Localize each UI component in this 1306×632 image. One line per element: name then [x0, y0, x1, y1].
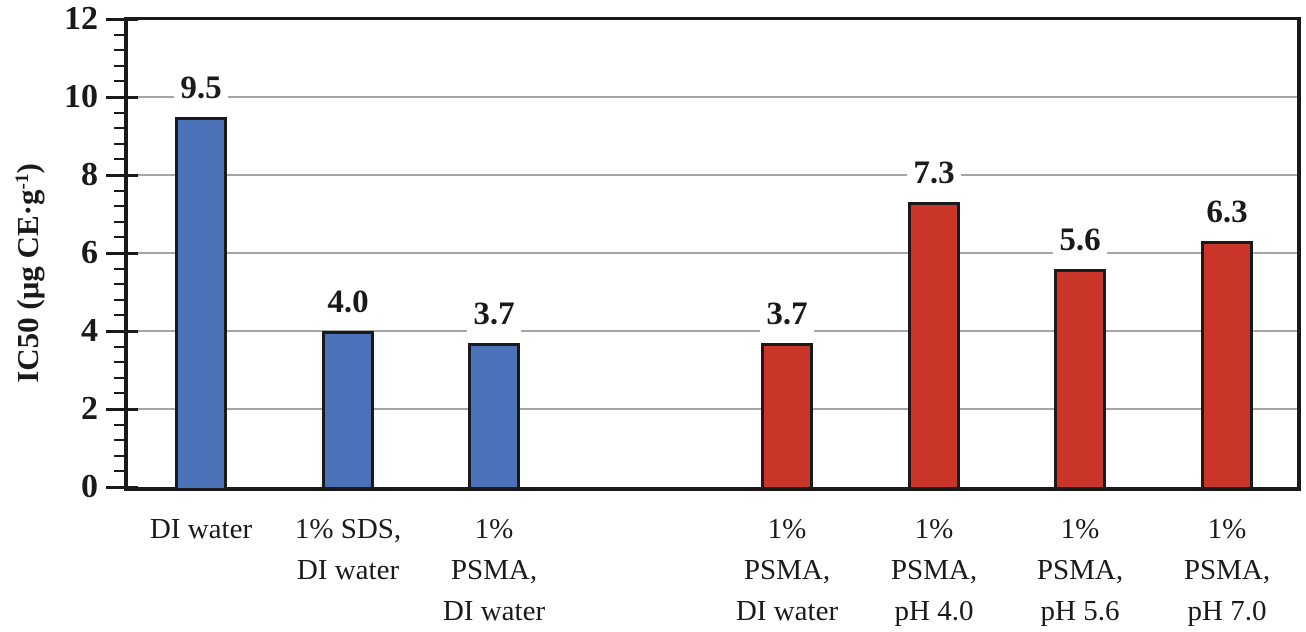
x-axis-line: [124, 487, 1301, 491]
x-category-label-line: PSMA,: [743, 554, 831, 586]
plot-right-border: [1297, 17, 1301, 491]
y-axis-minor-tick: [114, 80, 124, 82]
x-category-label: 1% PSMA, pH 4.0: [861, 509, 1007, 632]
y-axis-title-close-paren: ): [10, 163, 45, 174]
x-category-label-line: 1%: [914, 513, 954, 545]
y-axis-minor-tick: [114, 190, 124, 192]
plot-top-border: [124, 17, 1301, 20]
y-axis-minor-tick: [114, 49, 124, 51]
y-axis-minor-tick: [114, 314, 124, 316]
x-category-label-line: DI water: [735, 595, 839, 627]
y-axis-line: [124, 17, 128, 491]
gridline: [128, 96, 1300, 98]
gridline: [128, 330, 1300, 332]
bar-1-sds-di-water: [322, 331, 374, 490]
y-axis-minor-tick: [114, 377, 124, 379]
x-category-label-line: pH 7.0: [1187, 595, 1267, 627]
y-tick-label: 6: [81, 234, 98, 271]
bar-value-text: 6.3: [1200, 194, 1254, 230]
bar-1-psma-di-water: [468, 343, 520, 490]
y-axis-minor-tick: [114, 299, 124, 301]
y-axis-minor-tick: [114, 361, 124, 363]
y-tick-label: 12: [64, 0, 98, 37]
bar-value-label: 5.6: [1015, 222, 1145, 258]
y-axis-minor-tick: [114, 127, 124, 129]
bar-value-label: 3.7: [722, 296, 852, 332]
y-axis-major-tick: [106, 174, 138, 177]
x-category-label-line: 1%: [474, 513, 514, 545]
gridline: [128, 174, 1300, 176]
y-tick-label: 10: [64, 78, 98, 115]
y-axis-minor-tick: [114, 65, 124, 67]
y-axis-minor-tick: [114, 236, 124, 238]
x-category-label-line: 1%: [1207, 513, 1247, 545]
gridline: [128, 408, 1300, 410]
y-axis-major-tick: [106, 252, 138, 255]
x-category-label-line: PSMA,: [450, 554, 538, 586]
y-tick-label: 8: [81, 156, 98, 193]
x-category-label: 1% PSMA, pH 7.0: [1154, 509, 1300, 632]
x-category-label: 1% PSMA, DI water: [714, 509, 860, 632]
bar-value-text: 7.3: [907, 155, 961, 191]
y-axis-minor-tick: [114, 470, 124, 472]
x-category-label: 1% SDS, DI water: [275, 509, 421, 591]
y-tick-label: 2: [81, 390, 98, 427]
y-tick-label: 4: [81, 312, 98, 349]
x-category-label-line: PSMA,: [1183, 554, 1271, 586]
x-category-label-line: DI water: [296, 554, 400, 586]
y-axis-major-tick: [106, 96, 138, 99]
bar-value-text: 9.5: [174, 70, 228, 106]
y-axis-major-tick: [106, 486, 138, 489]
y-axis-minor-tick: [114, 455, 124, 457]
bar-1-psma-ph-5-6: [1054, 269, 1106, 490]
bar-1-psma-ph-7-0: [1201, 241, 1253, 490]
y-axis-minor-tick: [114, 112, 124, 114]
bar-di-water: [175, 117, 227, 491]
bar-value-text: 3.7: [467, 296, 521, 332]
x-category-label: DI water: [128, 509, 274, 550]
y-axis-minor-tick: [114, 221, 124, 223]
x-category-label-line: PSMA,: [890, 554, 978, 586]
y-axis-minor-tick: [114, 34, 124, 36]
x-category-label: 1% PSMA, DI water: [421, 509, 567, 632]
y-axis-minor-tick: [114, 143, 124, 145]
x-category-label-line: DI water: [149, 513, 253, 545]
y-axis-minor-tick: [114, 268, 124, 270]
y-axis-minor-tick: [114, 346, 124, 348]
x-category-label-line: pH 4.0: [894, 595, 974, 627]
y-axis-title: IC50 (μg CE·g-1): [8, 63, 48, 483]
y-axis-minor-tick: [114, 158, 124, 160]
y-tick-label: 0: [81, 468, 98, 505]
y-axis-minor-tick: [114, 439, 124, 441]
bar-1-psma-di-water: [761, 343, 813, 490]
bar-value-label: 4.0: [283, 284, 413, 320]
x-category-label-line: 1%: [767, 513, 807, 545]
y-axis-major-tick: [106, 18, 138, 21]
x-category-label-line: 1% SDS,: [294, 513, 402, 545]
bar-value-label: 6.3: [1162, 194, 1292, 230]
bar-value-label: 7.3: [869, 155, 999, 191]
x-category-label-line: PSMA,: [1036, 554, 1124, 586]
x-category-label-line: 1%: [1060, 513, 1100, 545]
bar-value-label: 3.7: [429, 296, 559, 332]
bar-value-text: 5.6: [1053, 222, 1107, 258]
y-axis-major-tick: [106, 408, 138, 411]
y-axis-minor-tick: [114, 283, 124, 285]
y-axis-title-superscript: -1: [12, 173, 34, 190]
y-axis-title-text: IC50 (μg CE·g: [10, 189, 45, 383]
x-category-label-line: pH 5.6: [1040, 595, 1120, 627]
x-category-label: 1% PSMA, pH 5.6: [1007, 509, 1153, 632]
bar-1-psma-ph-4-0: [908, 202, 960, 490]
y-axis-minor-tick: [114, 424, 124, 426]
bar-value-text: 4.0: [321, 284, 375, 320]
bar-value-text: 3.7: [760, 296, 814, 332]
y-axis-minor-tick: [114, 205, 124, 207]
y-axis-major-tick: [106, 330, 138, 333]
bar-value-label: 9.5: [136, 70, 266, 106]
x-category-label-line: DI water: [442, 595, 546, 627]
y-axis-minor-tick: [114, 392, 124, 394]
gridline: [128, 252, 1300, 254]
